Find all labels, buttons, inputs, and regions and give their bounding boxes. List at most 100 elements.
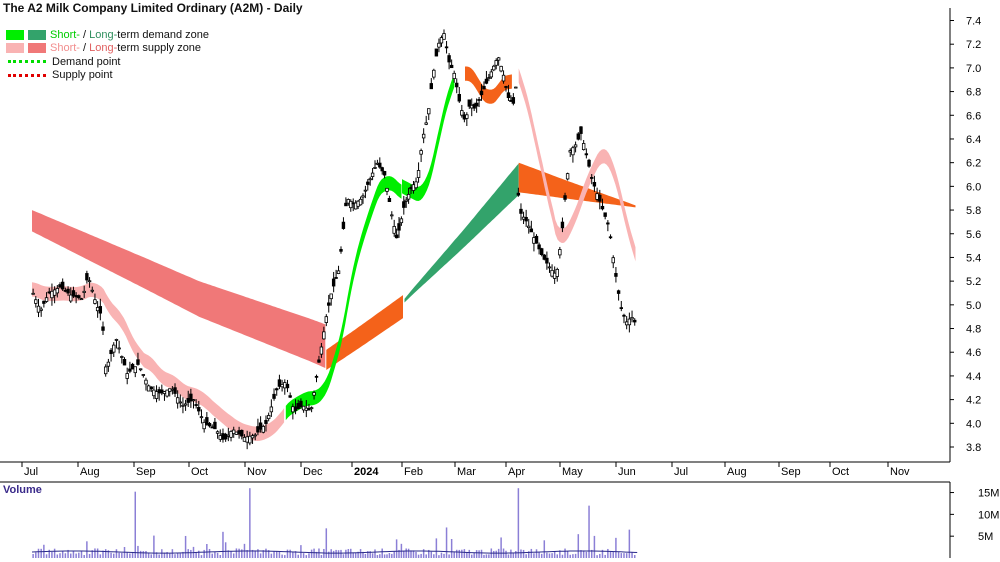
candle-body bbox=[584, 153, 589, 156]
candle-body bbox=[399, 218, 404, 224]
candle-body bbox=[133, 366, 137, 374]
legend-demand-point-label: Demand point bbox=[52, 55, 121, 68]
candle-body bbox=[534, 235, 539, 244]
candle-body bbox=[128, 368, 132, 372]
candle-body bbox=[301, 405, 306, 411]
candle-body bbox=[71, 290, 76, 297]
candle-body bbox=[341, 221, 346, 229]
candle-body bbox=[272, 393, 276, 399]
candle-body bbox=[207, 422, 212, 427]
x-tick-label-0: Jul bbox=[24, 466, 38, 478]
candle-body bbox=[79, 298, 84, 301]
legend: Short- / Long-term demand zone Short- / … bbox=[6, 28, 209, 82]
candle-body bbox=[309, 407, 314, 410]
candle-body bbox=[269, 406, 274, 413]
candle-body bbox=[563, 195, 567, 200]
candle-body bbox=[633, 319, 637, 323]
candle-body bbox=[186, 397, 190, 403]
candle-body bbox=[457, 94, 461, 102]
candle-body bbox=[479, 90, 484, 96]
y-tick-label-2: 7.0 bbox=[966, 63, 981, 75]
short-term-demand-zone-2 bbox=[402, 72, 455, 201]
long-term-transition-zone bbox=[326, 295, 403, 370]
candle-body bbox=[576, 133, 580, 140]
y-tick-label-17: 4.0 bbox=[966, 418, 981, 430]
legend-supply-rest: term supply zone bbox=[117, 42, 202, 55]
candle-body bbox=[622, 314, 626, 317]
candle-body bbox=[160, 389, 164, 394]
candle-body bbox=[218, 435, 222, 440]
candle-body bbox=[592, 181, 597, 187]
long-term-demand-zone bbox=[404, 163, 519, 303]
candle-body bbox=[439, 37, 444, 44]
candle-body bbox=[474, 102, 479, 107]
candle-body bbox=[590, 177, 594, 179]
volume-label: Volume bbox=[3, 484, 42, 496]
x-tick-label-8: Mar bbox=[457, 466, 476, 478]
y-tick-label-12: 5.0 bbox=[966, 300, 981, 312]
candle-body bbox=[117, 347, 121, 350]
candle-body bbox=[146, 385, 151, 392]
candle-body bbox=[136, 359, 140, 365]
candle-body bbox=[555, 269, 559, 277]
candle-body bbox=[487, 77, 491, 80]
candle-body bbox=[587, 159, 591, 167]
candle-body bbox=[205, 417, 209, 425]
candle-body bbox=[77, 295, 81, 299]
x-tick-label-4: Nov bbox=[247, 466, 267, 478]
candle-body bbox=[120, 356, 124, 358]
candle-body bbox=[547, 266, 552, 269]
candle-body bbox=[256, 426, 260, 433]
short-term-supply-zone bbox=[32, 282, 285, 441]
candle-body bbox=[519, 208, 523, 214]
x-tick-label-12: Jul bbox=[674, 466, 688, 478]
candle-body bbox=[514, 86, 518, 89]
legend-supply-point: Supply point bbox=[6, 69, 209, 83]
y-tick-label-3: 6.8 bbox=[966, 87, 981, 99]
y-tick-label-10: 5.4 bbox=[966, 252, 981, 264]
candle-body bbox=[444, 46, 449, 49]
x-tick-label-5: Dec bbox=[303, 466, 323, 478]
candle-body bbox=[296, 403, 300, 410]
candles bbox=[31, 29, 637, 450]
y-tick-label-11: 5.2 bbox=[966, 276, 981, 288]
long-term-late-zone bbox=[518, 162, 636, 208]
candle-body bbox=[327, 302, 331, 306]
candle-body bbox=[373, 167, 377, 169]
candle-body bbox=[157, 389, 161, 394]
candle-body bbox=[394, 234, 399, 239]
y-tick-label-15: 4.4 bbox=[966, 371, 981, 383]
candle-body bbox=[611, 257, 615, 264]
candle-body bbox=[542, 254, 546, 260]
candle-body bbox=[361, 195, 365, 198]
candle-body bbox=[213, 421, 217, 430]
y-tick-label-16: 4.2 bbox=[966, 395, 981, 407]
candle-body bbox=[390, 214, 394, 217]
legend-demand-long: Long- bbox=[89, 28, 118, 41]
candle-body bbox=[368, 178, 372, 181]
candle-body bbox=[595, 193, 599, 200]
x-tick-label-3: Oct bbox=[191, 466, 208, 478]
candle-body bbox=[98, 306, 103, 314]
candle-body bbox=[168, 388, 172, 392]
candle-body bbox=[223, 433, 228, 440]
candle-body bbox=[149, 386, 153, 390]
candle-body bbox=[275, 388, 279, 391]
candle-body bbox=[496, 57, 501, 61]
candle-body bbox=[280, 384, 284, 388]
candle-body bbox=[47, 291, 51, 294]
candle-body bbox=[66, 288, 70, 294]
candle-body bbox=[106, 361, 111, 367]
candle-body bbox=[103, 366, 108, 375]
legend-demand-zone: Short- / Long-term demand zone bbox=[6, 28, 209, 42]
candle-body bbox=[424, 122, 428, 125]
candle-body bbox=[506, 92, 511, 99]
candle-body bbox=[122, 358, 127, 366]
candle-body bbox=[565, 173, 570, 180]
legend-supply-long: Long- bbox=[89, 42, 118, 55]
candle-body bbox=[55, 288, 60, 294]
candle-body bbox=[90, 289, 94, 292]
candle-body bbox=[39, 308, 43, 311]
y-tick-label-14: 4.6 bbox=[966, 347, 981, 359]
